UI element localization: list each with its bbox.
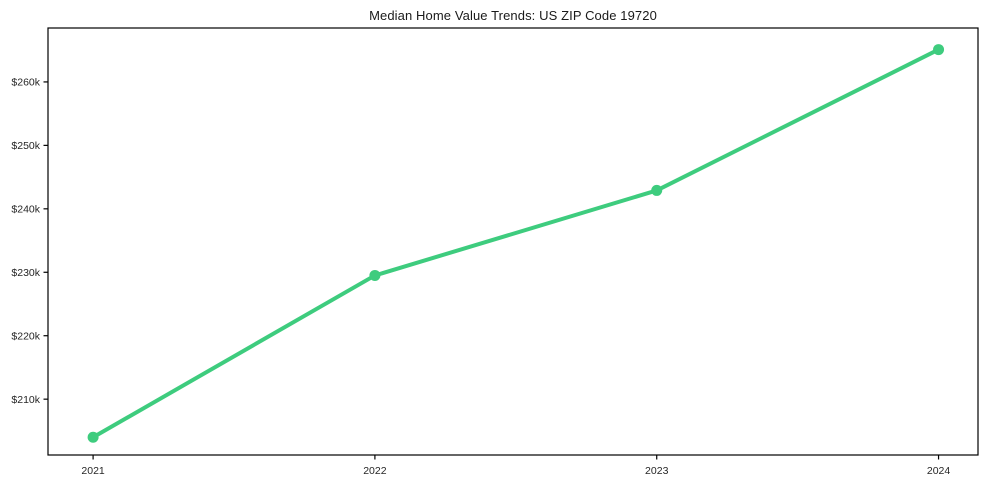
data-point (651, 184, 663, 196)
y-tick-label: $250k (11, 140, 40, 152)
data-point (933, 44, 945, 56)
x-tick-label: 2021 (81, 465, 105, 477)
y-tick-label: $260k (11, 77, 40, 89)
series-line (91, 47, 941, 440)
plot-frame (47, 27, 979, 456)
x-tick-label: 2024 (927, 465, 951, 477)
y-tick-label: $220k (11, 330, 40, 342)
x-tick-label: 2022 (363, 465, 387, 477)
y-tick-label: $240k (11, 204, 40, 216)
data-point (87, 431, 99, 443)
data-point (369, 269, 381, 281)
chart-title: Median Home Value Trends: US ZIP Code 19… (369, 8, 657, 23)
x-tick-label: 2023 (645, 465, 669, 477)
y-tick-label: $210k (11, 394, 40, 406)
y-tick-label: $230k (11, 267, 40, 279)
